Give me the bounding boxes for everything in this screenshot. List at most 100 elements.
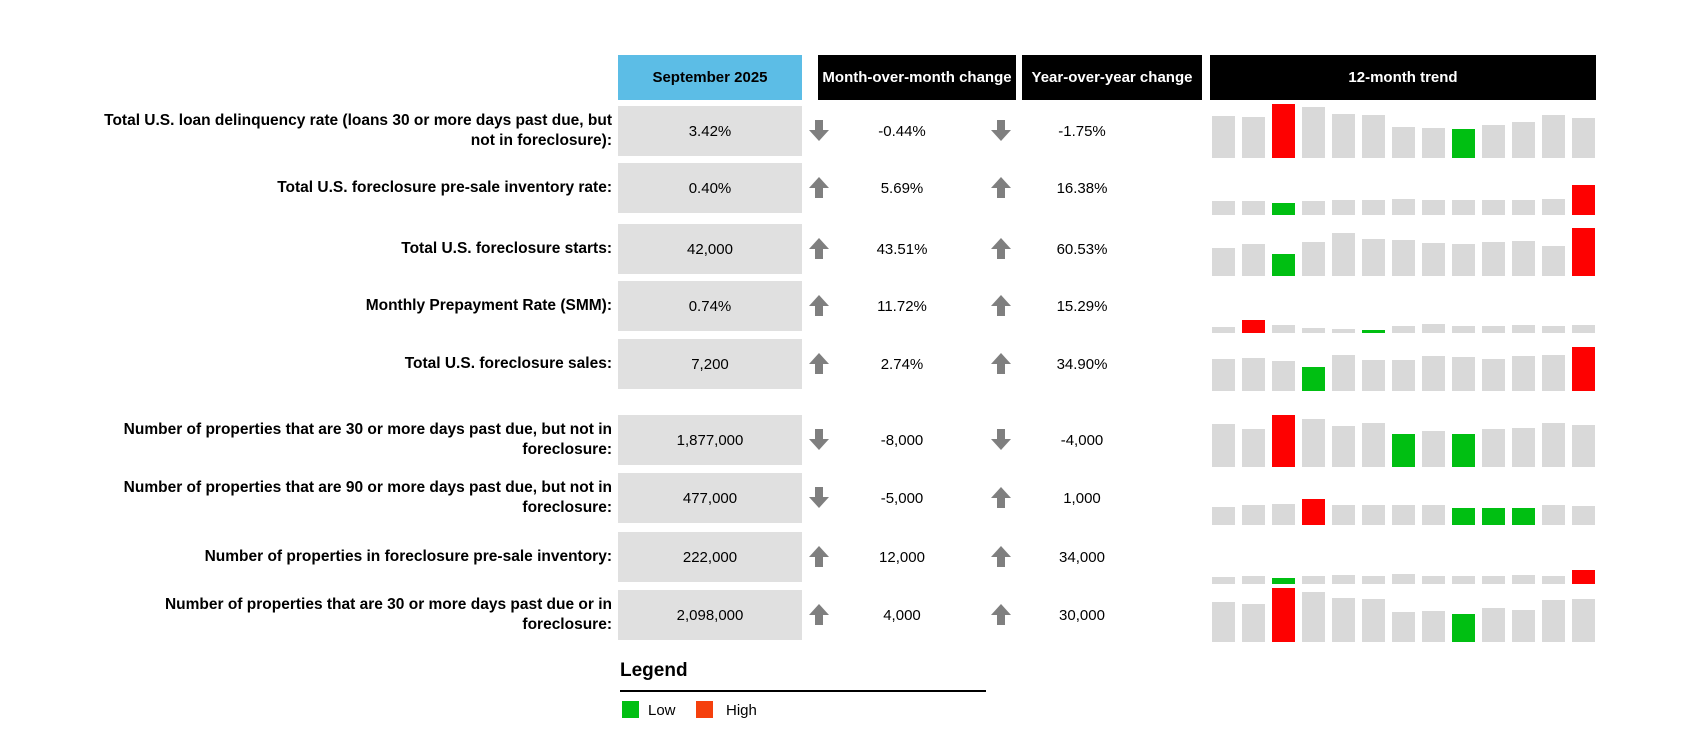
sparkline-bar <box>1482 608 1505 642</box>
sparkline-bar <box>1332 505 1355 525</box>
value-cell: 42,000 <box>618 224 802 274</box>
trend-up-icon <box>804 546 834 568</box>
sparkline-bar <box>1542 326 1565 333</box>
sparkline-bar <box>1212 602 1235 642</box>
row-label: Total U.S. foreclosure pre-sale inventor… <box>277 179 612 196</box>
value-cell: 222,000 <box>618 532 802 582</box>
sparkline-bar <box>1332 598 1355 642</box>
arrow-head <box>991 238 1011 249</box>
sparkline-bar <box>1482 326 1505 333</box>
sparkline-bar <box>1422 128 1445 158</box>
arrow-head <box>991 546 1011 557</box>
sparkline-bar <box>1272 504 1295 525</box>
sparkline <box>1212 100 1598 158</box>
mom-value: 5.69% <box>880 179 924 197</box>
arrow-stem <box>997 120 1005 130</box>
arrow-head <box>991 353 1011 364</box>
yoy-value: -4,000 <box>1060 431 1104 449</box>
sparkline-bar <box>1482 200 1505 215</box>
arrow-head <box>809 177 829 188</box>
sparkline <box>1212 157 1598 215</box>
arrow-stem <box>815 557 823 567</box>
sparkline-bar-low <box>1302 367 1325 391</box>
sparkline-bar <box>1212 507 1235 525</box>
trend-down-icon <box>986 120 1016 142</box>
sparkline <box>1212 333 1598 391</box>
value-cell: 2,098,000 <box>618 590 802 640</box>
sparkline-bar <box>1482 429 1505 467</box>
sparkline-bar-high <box>1272 415 1295 467</box>
trend-up-icon <box>986 295 1016 317</box>
sparkline <box>1212 218 1598 276</box>
trend-up-icon <box>804 353 834 375</box>
sparkline-bar <box>1242 604 1265 642</box>
sparkline-bar <box>1452 357 1475 391</box>
sparkline-bar <box>1212 424 1235 467</box>
sparkline-bar <box>1572 325 1595 333</box>
sparkline-bar <box>1452 200 1475 215</box>
sparkline-bar <box>1542 115 1565 158</box>
sparkline-bar-high <box>1572 347 1595 391</box>
trend-up-icon <box>804 177 834 199</box>
arrow-head <box>809 439 829 450</box>
sparkline-bar <box>1422 576 1445 584</box>
mom-value: -0.44% <box>878 122 926 140</box>
trend-up-icon <box>986 546 1016 568</box>
sparkline-bar <box>1212 577 1235 584</box>
sparkline-bar <box>1362 576 1385 584</box>
sparkline-bar <box>1512 356 1535 391</box>
trend-down-icon <box>804 120 834 142</box>
sparkline-bar <box>1242 244 1265 276</box>
sparkline-bar-low <box>1392 434 1415 467</box>
sparkline-bar <box>1422 324 1445 333</box>
value-cell: 7,200 <box>618 339 802 389</box>
sparkline-bar <box>1392 574 1415 584</box>
column-header-period: September 2025 <box>618 55 802 100</box>
trend-up-icon <box>986 604 1016 626</box>
value-cell: 3.42% <box>618 106 802 156</box>
sparkline-bar <box>1272 325 1295 333</box>
sparkline-bar <box>1392 127 1415 158</box>
sparkline <box>1212 584 1598 642</box>
sparkline-bar <box>1362 423 1385 467</box>
arrow-stem <box>815 429 823 439</box>
sparkline-bar <box>1422 611 1445 642</box>
trend-up-icon <box>986 177 1016 199</box>
sparkline-bar <box>1362 505 1385 525</box>
sparkline-bar <box>1392 360 1415 391</box>
sparkline-bar <box>1512 325 1535 333</box>
sparkline-bar <box>1482 242 1505 276</box>
legend-low-swatch <box>622 701 639 718</box>
arrow-stem <box>997 615 1005 625</box>
row-label: Total U.S. loan delinquency rate (loans … <box>104 112 612 149</box>
sparkline-bar <box>1422 243 1445 276</box>
arrow-stem <box>997 306 1005 316</box>
sparkline-bar <box>1302 201 1325 215</box>
sparkline-bar-low <box>1512 508 1535 525</box>
sparkline-bar <box>1302 592 1325 642</box>
arrow-head <box>991 439 1011 450</box>
sparkline-bar <box>1422 200 1445 215</box>
arrow-stem <box>815 306 823 316</box>
sparkline-bar <box>1392 240 1415 276</box>
sparkline-bar <box>1512 610 1535 642</box>
sparkline-bar <box>1212 201 1235 215</box>
yoy-value: 60.53% <box>1056 240 1108 258</box>
sparkline-bar <box>1362 200 1385 215</box>
sparkline-bar-low <box>1452 508 1475 525</box>
arrow-stem <box>815 364 823 374</box>
sparkline-bar <box>1572 118 1595 158</box>
sparkline-bar <box>1482 576 1505 584</box>
arrow-head <box>809 604 829 615</box>
trend-up-icon <box>804 604 834 626</box>
arrow-head <box>991 295 1011 306</box>
arrow-head <box>809 497 829 508</box>
trend-up-icon <box>804 238 834 260</box>
arrow-head <box>991 130 1011 141</box>
sparkline-bar <box>1332 355 1355 391</box>
column-header-trend: 12-month trend <box>1210 55 1596 100</box>
sparkline-bar <box>1392 199 1415 215</box>
column-header-yoy-change: Year-over-year change <box>1022 55 1202 100</box>
sparkline-bar-high <box>1272 104 1295 158</box>
